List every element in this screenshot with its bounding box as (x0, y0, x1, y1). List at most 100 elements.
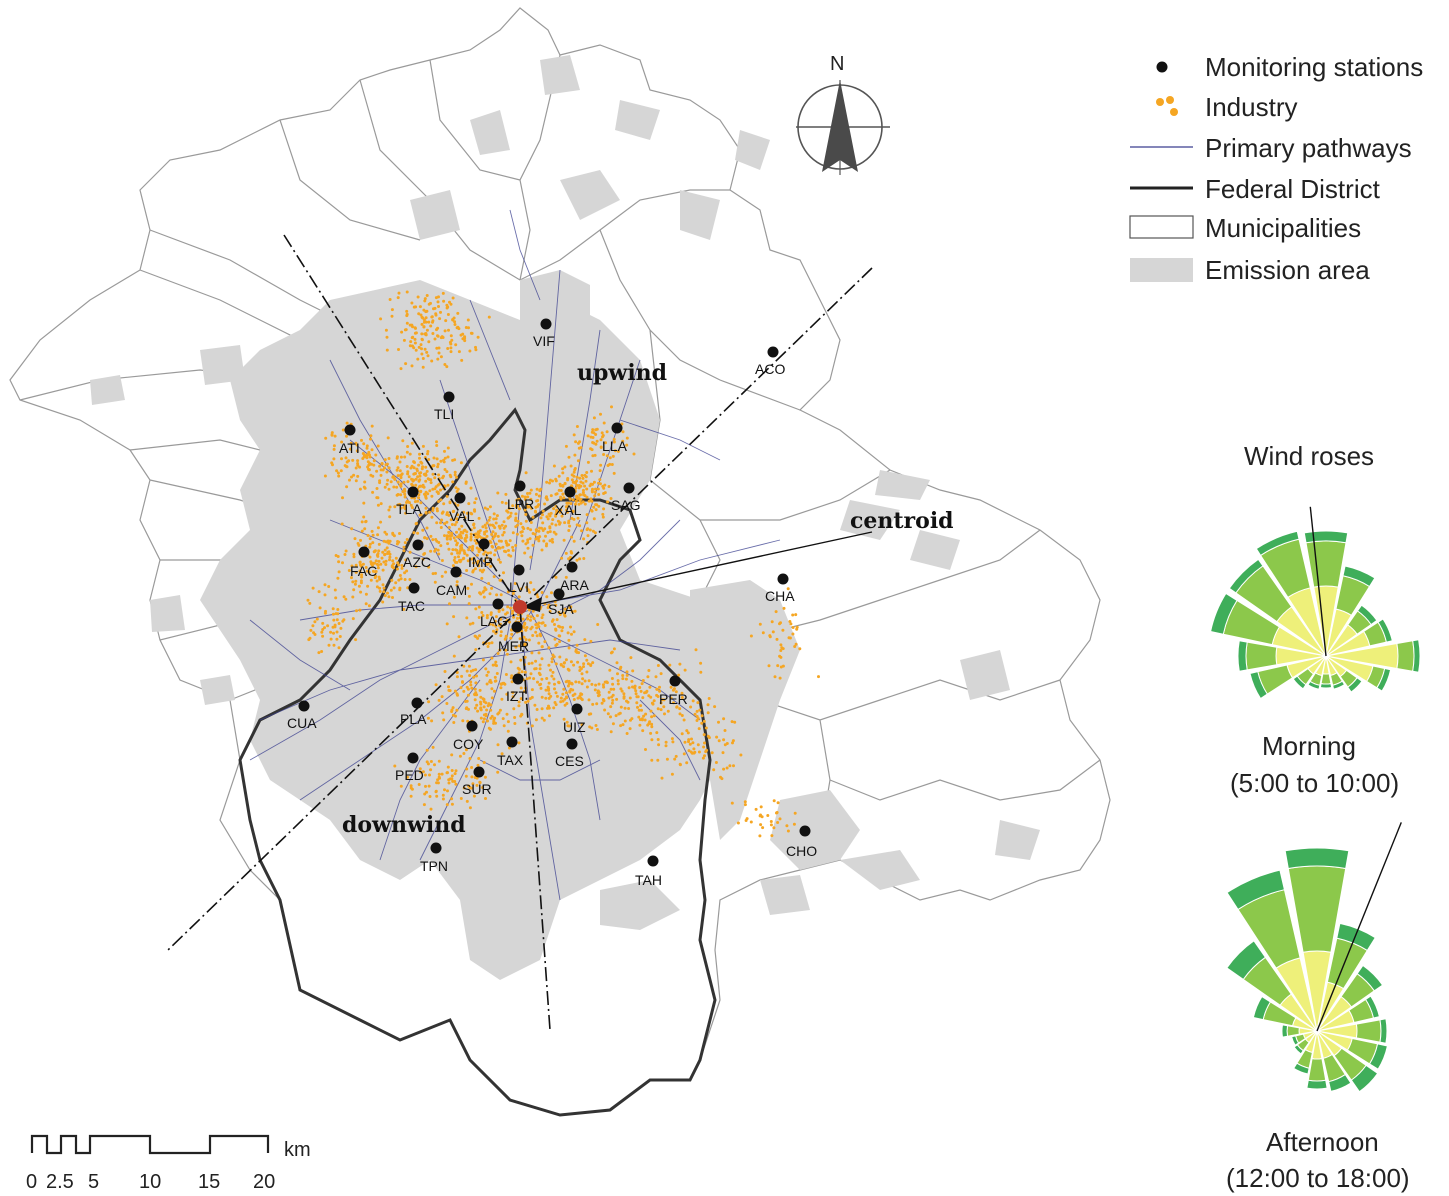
industry-point (587, 698, 591, 702)
industry-point (508, 539, 512, 543)
industry-point (337, 570, 341, 574)
station-VIF[interactable]: VIF (533, 318, 555, 350)
industry-point (476, 763, 480, 767)
industry-point (687, 738, 691, 742)
industry-point (437, 772, 441, 776)
industry-point (576, 696, 580, 700)
industry-point (360, 529, 364, 533)
industry-point (380, 556, 384, 560)
station-CES[interactable]: CES (555, 738, 584, 770)
industry-point (559, 700, 563, 704)
industry-point (483, 550, 487, 554)
station-PER[interactable]: PER (659, 675, 688, 708)
industry-point (402, 505, 406, 509)
station-TPN[interactable]: TPN (420, 842, 448, 875)
industry-point (574, 502, 577, 506)
industry-point (497, 610, 501, 613)
industry-point (496, 743, 500, 747)
industry-point (378, 586, 382, 590)
industry-point (332, 618, 336, 622)
industry-point (589, 663, 593, 667)
industry-point (465, 511, 469, 515)
industry-point (366, 460, 370, 464)
industry-point (778, 654, 782, 658)
station-CHO[interactable]: CHO (786, 825, 817, 860)
station-IMP[interactable]: IMP (468, 538, 493, 571)
industry-point (678, 662, 682, 666)
station-TAC[interactable]: TAC (398, 582, 425, 615)
industry-point (454, 769, 458, 773)
industry-point (339, 469, 343, 473)
industry-point (418, 484, 422, 488)
industry-point (405, 312, 409, 316)
industry-point (517, 507, 521, 511)
industry-point (613, 449, 617, 453)
legend-label: Industry (1205, 92, 1298, 122)
industry-point (641, 679, 645, 682)
industry-point (528, 505, 532, 509)
station-CHA[interactable]: CHA (765, 573, 795, 605)
industry-point (487, 702, 491, 706)
industry-point (398, 574, 402, 577)
industry-point (590, 448, 594, 452)
industry-point (548, 539, 552, 543)
station-VAL[interactable]: VAL (449, 492, 475, 525)
station-LAG[interactable]: LAG (480, 598, 508, 630)
industry-point (428, 795, 432, 798)
station-SAG[interactable]: SAG (611, 482, 641, 514)
industry-point (621, 430, 625, 434)
industry-point (590, 499, 594, 503)
industry-point (527, 662, 531, 666)
station-LLA[interactable]: LLA (602, 422, 628, 455)
industry-point (462, 556, 466, 560)
industry-point (511, 691, 515, 695)
industry-point (433, 476, 437, 480)
industry-layer (306, 290, 820, 838)
station-ACO[interactable]: ACO (755, 346, 785, 378)
industry-point (586, 460, 590, 464)
station-TAH[interactable]: TAH (635, 855, 662, 889)
industry-point (463, 528, 467, 532)
station-PED[interactable]: PED (395, 752, 424, 784)
station-MER[interactable]: MER (498, 621, 529, 655)
station-COY[interactable]: COY (453, 720, 484, 753)
industry-point (680, 714, 684, 717)
industry-point (426, 452, 429, 456)
station-LVI[interactable]: LVI (509, 564, 529, 596)
industry-point (361, 452, 365, 455)
industry-point (465, 706, 469, 710)
station-AZC[interactable]: AZC (403, 539, 431, 571)
industry-point (562, 611, 566, 615)
station-SJA[interactable]: SJA (548, 588, 574, 618)
station-FAC[interactable]: FAC (350, 546, 377, 580)
station-CUA[interactable]: CUA (287, 700, 317, 732)
station-ATI[interactable]: ATI (339, 424, 360, 457)
industry-point (491, 545, 495, 549)
industry-point (554, 662, 558, 666)
industry-point (598, 469, 602, 473)
industry-point (378, 589, 382, 593)
station-TAX[interactable]: TAX (497, 736, 524, 769)
industry-point (590, 489, 594, 493)
industry-point (473, 706, 477, 710)
industry-point (386, 478, 390, 482)
industry-point (454, 343, 458, 347)
station-SUR[interactable]: SUR (462, 766, 492, 798)
industry-point (548, 525, 552, 529)
station-TLA[interactable]: TLA (396, 486, 422, 518)
industry-point (431, 472, 435, 476)
station-TLI[interactable]: TLI (434, 391, 455, 423)
station-IZT[interactable]: IZT (506, 673, 527, 705)
station-UIZ[interactable]: UIZ (563, 703, 586, 736)
industry-point (445, 511, 449, 515)
industry-point (395, 542, 399, 546)
station-LPR[interactable]: LPR (507, 480, 534, 513)
station-CAM[interactable]: CAM (436, 566, 467, 599)
industry-point (409, 794, 413, 798)
industry-point (567, 638, 571, 642)
station-XAL[interactable]: XAL (555, 486, 582, 519)
industry-point (526, 492, 529, 495)
industry-point (710, 751, 714, 755)
station-ARA[interactable]: ARA (560, 561, 589, 594)
station-PLA[interactable]: PLA (400, 697, 427, 728)
